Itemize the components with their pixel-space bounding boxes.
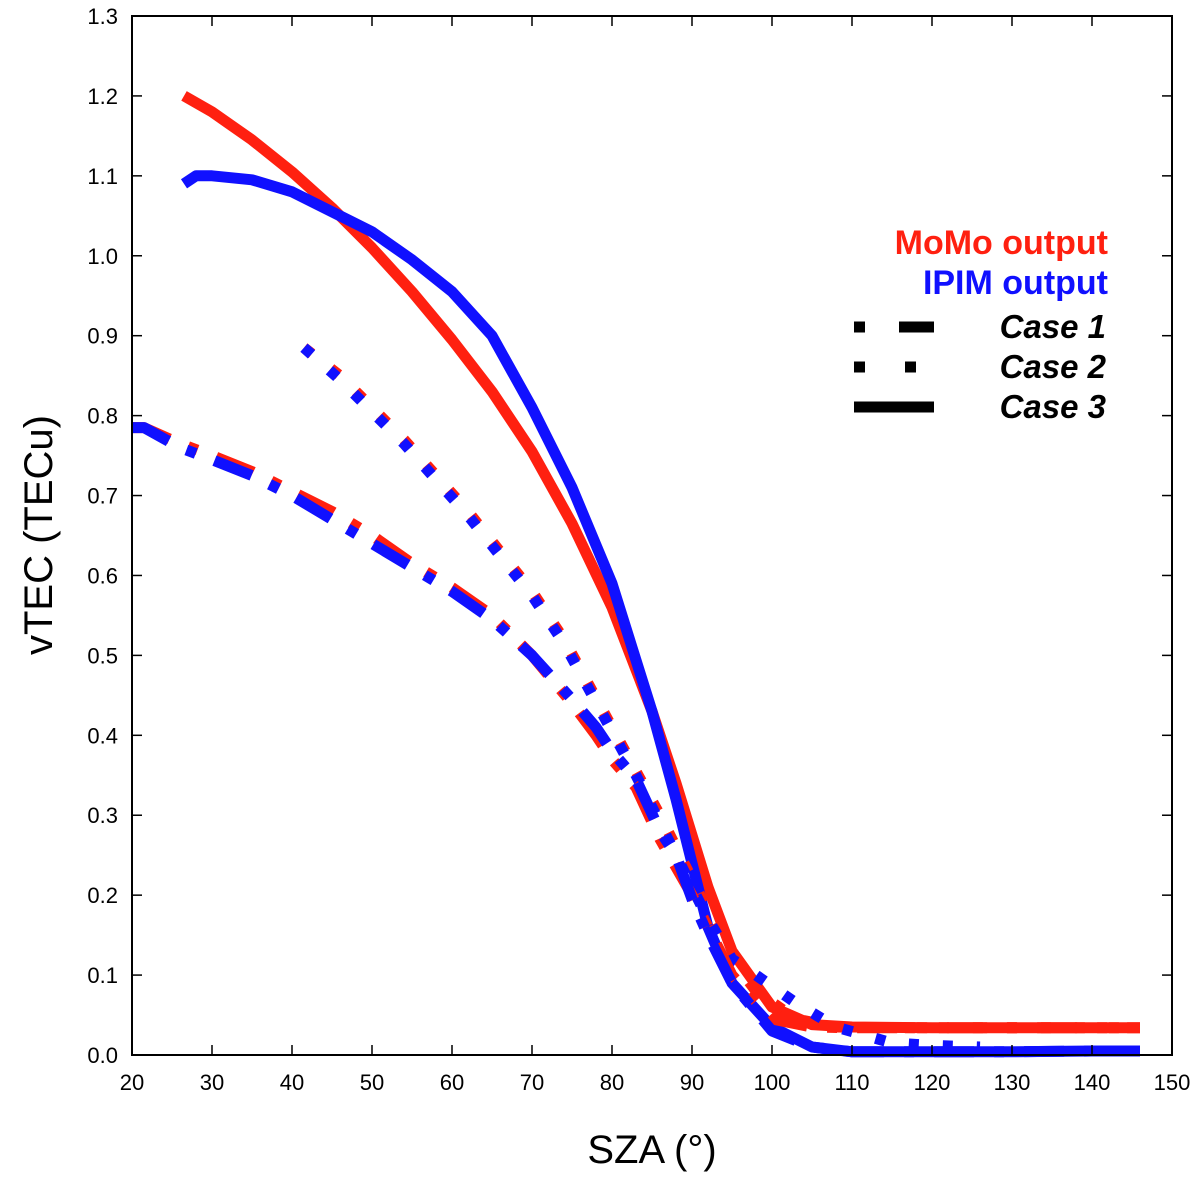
series-line-ipim-case1 [132, 422, 1140, 1058]
x-tick-label: 110 [834, 1070, 869, 1095]
y-tick-label: 0.8 [87, 404, 118, 429]
x-tick-label: 40 [280, 1070, 304, 1095]
y-tick-label: 0.5 [87, 643, 118, 668]
legend-case-label: Case 1 [1000, 308, 1106, 345]
y-tick-label: 0.3 [87, 803, 118, 828]
series-line-ipim-case3 [180, 170, 1140, 1058]
x-axis-title: SZA (°) [587, 1128, 716, 1172]
x-tick-label: 150 [1154, 1070, 1191, 1095]
x-tick-label: 50 [360, 1070, 384, 1095]
series-line-ipim-case2 [300, 343, 981, 1053]
x-tick-label: 100 [754, 1070, 791, 1095]
y-tick-label: 0.7 [87, 484, 118, 509]
y-tick-label: 1.0 [87, 244, 118, 269]
y-axis-title: vTEC (TECu) [17, 415, 61, 655]
y-tick-label: 0.6 [87, 563, 118, 588]
y-tick-label: 0.4 [87, 723, 118, 748]
x-tick-label: 130 [994, 1070, 1031, 1095]
x-tick-label: 140 [1074, 1070, 1111, 1095]
y-tick-label: 0.9 [87, 324, 118, 349]
legend-case-label: Case 2 [1000, 348, 1107, 385]
x-tick-label: 20 [120, 1070, 144, 1095]
plot-frame [131, 15, 1173, 1056]
x-tick-label: 90 [680, 1070, 704, 1095]
legend-model-label: IPIM output [923, 264, 1108, 302]
ticks-layer: 20 30 40 50 60 70 80 90 100 110 120 130 140 150 0.0 0.1… [87, 4, 1190, 1095]
y-tick-label: 0.0 [87, 1043, 118, 1068]
y-tick-label: 0.1 [87, 963, 118, 988]
x-tick-label: 30 [200, 1070, 224, 1095]
legend-model-label: MoMo output [895, 224, 1108, 262]
x-tick-label: 60 [440, 1070, 464, 1095]
series-line-momo-case1 [132, 422, 1140, 1034]
x-tick-label: 120 [914, 1070, 951, 1095]
y-tick-label: 1.1 [87, 164, 118, 189]
y-tick-label: 0.2 [87, 883, 118, 908]
legend-case-label: Case 3 [1000, 388, 1106, 425]
y-tick-label: 1.2 [87, 84, 118, 109]
y-tick-label: 1.3 [87, 4, 118, 29]
x-tick-label: 80 [600, 1070, 624, 1095]
x-tick-label: 70 [520, 1070, 544, 1095]
